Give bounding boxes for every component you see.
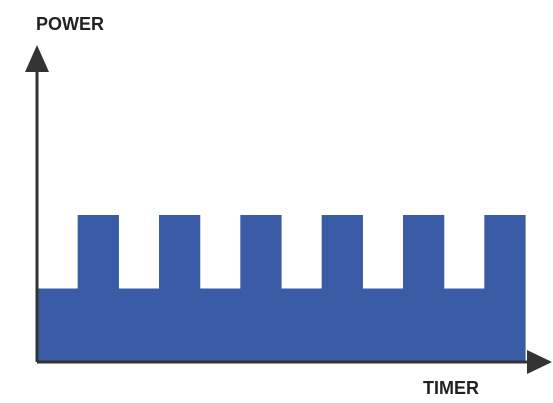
power-pulse-low	[37, 288, 79, 362]
power-pulse-high	[484, 215, 526, 362]
power-pulse-low	[118, 288, 160, 362]
power-pulse-high	[321, 215, 363, 362]
bars-group	[37, 215, 526, 362]
y-axis-label: POWER	[36, 14, 104, 34]
power-pulse-low	[443, 288, 485, 362]
power-pulse-high	[240, 215, 282, 362]
power-pulse-high	[403, 215, 445, 362]
y-axis-arrow-icon	[25, 45, 49, 72]
x-axis-label: TIMER	[423, 378, 479, 398]
power-pulse-low	[199, 288, 241, 362]
power-pulse-low	[281, 288, 323, 362]
power-pulse-high	[77, 215, 119, 362]
power-pulse-high	[159, 215, 201, 362]
x-axis-arrow-icon	[527, 350, 552, 374]
axes-group	[25, 45, 552, 374]
power-pulse-low	[362, 288, 404, 362]
